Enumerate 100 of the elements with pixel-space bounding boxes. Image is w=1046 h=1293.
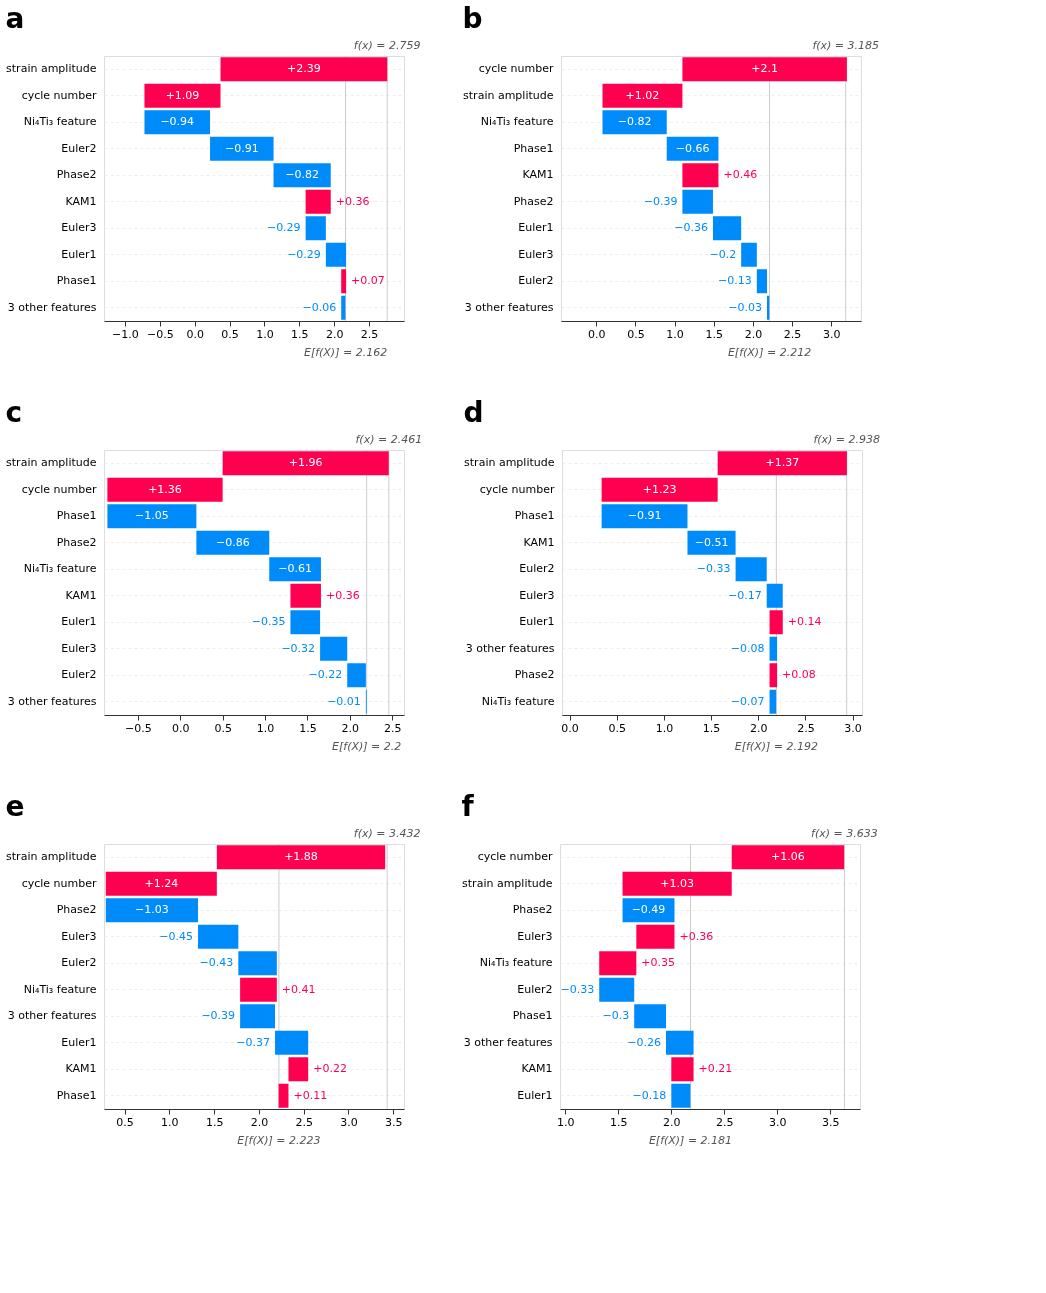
y-tick-label: Euler1: [61, 247, 97, 261]
data-label: +0.11: [293, 1088, 328, 1102]
y-tick-label: Ni₄Ti₃ feature: [479, 956, 553, 970]
bar: [216, 845, 386, 870]
bar: [105, 871, 217, 896]
data-label: +0.36: [325, 588, 360, 602]
data-label: −0.91: [224, 141, 259, 155]
data-label: −0.94: [160, 115, 195, 129]
x-tick-label: −1.0: [112, 327, 139, 341]
y-tick-label: KAM1: [65, 194, 97, 208]
ref-line-label: f(x) = 2.759: [353, 39, 421, 52]
data-label: −0.37: [236, 1035, 271, 1049]
data-label: +1.88: [284, 850, 318, 864]
chart-title: d: [463, 396, 484, 429]
bar: [769, 689, 777, 714]
data-label: −0.82: [285, 168, 319, 182]
y-tick-label: Euler3: [517, 929, 553, 943]
x-tick-label: 2.5: [783, 327, 802, 341]
y-tick-label: KAM1: [65, 1062, 97, 1076]
x-tick-label: 1.5: [205, 1115, 224, 1129]
data-label: −0.82: [617, 115, 652, 129]
data-label: −0.39: [201, 1009, 236, 1023]
data-label: +0.36: [335, 194, 370, 208]
data-label: −0.22: [308, 668, 343, 682]
bar: [107, 477, 223, 502]
ref-line-label: f(x) = 2.938: [813, 433, 881, 446]
bar: [601, 504, 688, 529]
x-tick-label: 3.5: [822, 1115, 840, 1129]
y-tick-label: cycle number: [21, 482, 97, 496]
chart-title: a: [5, 2, 25, 35]
bar: [278, 1083, 289, 1108]
data-label: −0.26: [627, 1035, 662, 1049]
chart-title: b: [462, 2, 483, 35]
x-tick-label: 2.5: [383, 721, 402, 735]
bar: [269, 557, 321, 582]
x-tick-label: 0.5: [608, 721, 626, 735]
bar: [144, 110, 211, 135]
bar: [682, 163, 719, 188]
x-tick-label: 2.0: [744, 327, 763, 341]
data-label: −0.29: [287, 247, 321, 261]
data-label: −0.91: [627, 509, 662, 523]
data-label: −0.49: [631, 903, 666, 917]
bar: [238, 951, 277, 976]
bar: [636, 924, 675, 949]
chart-title: f: [461, 790, 475, 823]
bar: [687, 530, 736, 555]
data-label: −0.17: [728, 588, 762, 602]
bar: [712, 216, 742, 241]
x-tick-label: 2.0: [663, 1115, 681, 1129]
data-label: +1.03: [660, 876, 694, 890]
bar: [599, 977, 635, 1002]
y-tick-label: KAM1: [65, 588, 97, 602]
bar: [288, 1057, 309, 1082]
data-label: +1.23: [642, 482, 677, 496]
data-label: +0.46: [723, 168, 758, 182]
bar: [769, 636, 778, 661]
ref-line-label: E[f(X)] = 2.223: [237, 1134, 321, 1147]
y-tick-label: Phase1: [56, 509, 97, 523]
y-tick-label: Phase2: [56, 168, 97, 182]
ref-line-label: E[f(X)] = 2.162: [303, 346, 388, 359]
x-tick-label: 2.0: [250, 1115, 269, 1129]
y-tick-label: Euler2: [61, 668, 97, 682]
y-tick-label: strain amplitude: [6, 62, 97, 76]
data-label: −1.05: [135, 509, 169, 523]
y-tick-label: Euler2: [519, 562, 555, 576]
y-tick-label: cycle number: [479, 482, 555, 496]
x-tick-label: 1.0: [256, 721, 275, 735]
chart-title: c: [5, 396, 23, 429]
bar: [682, 189, 713, 214]
ref-line-label: f(x) = 3.633: [811, 827, 878, 840]
x-tick-label: 0.0: [186, 327, 204, 341]
bar: [634, 1004, 667, 1029]
y-tick-label: KAM1: [521, 1062, 553, 1076]
y-tick-label: Phase1: [513, 141, 554, 155]
bar: [222, 451, 389, 476]
data-label: −0.2: [709, 247, 737, 261]
data-label: +2.1: [751, 62, 779, 76]
x-tick-label: 0.5: [116, 1115, 134, 1129]
y-tick-label: 3 other features: [7, 694, 97, 708]
y-tick-label: Ni₄Ti₃ feature: [481, 694, 555, 708]
x-tick-label: 3.0: [822, 327, 841, 341]
bar: [735, 557, 767, 582]
data-label: −0.32: [281, 641, 316, 655]
data-label: +1.37: [765, 456, 800, 470]
data-label: −0.39: [643, 194, 678, 208]
data-label: −0.33: [560, 982, 595, 996]
bar: [341, 295, 346, 320]
data-label: +0.08: [782, 668, 816, 682]
data-label: −0.45: [159, 929, 194, 943]
bar: [341, 269, 347, 294]
bar: [599, 951, 637, 976]
data-label: −0.33: [696, 562, 731, 576]
x-tick-label: 0.5: [214, 721, 232, 735]
data-label: −0.43: [199, 956, 234, 970]
data-label: +0.35: [641, 956, 676, 970]
data-label: −0.61: [278, 562, 312, 576]
x-tick-label: 3.0: [844, 721, 862, 735]
data-label: +0.36: [679, 929, 714, 943]
bar: [210, 136, 274, 161]
bar: [671, 1057, 694, 1082]
